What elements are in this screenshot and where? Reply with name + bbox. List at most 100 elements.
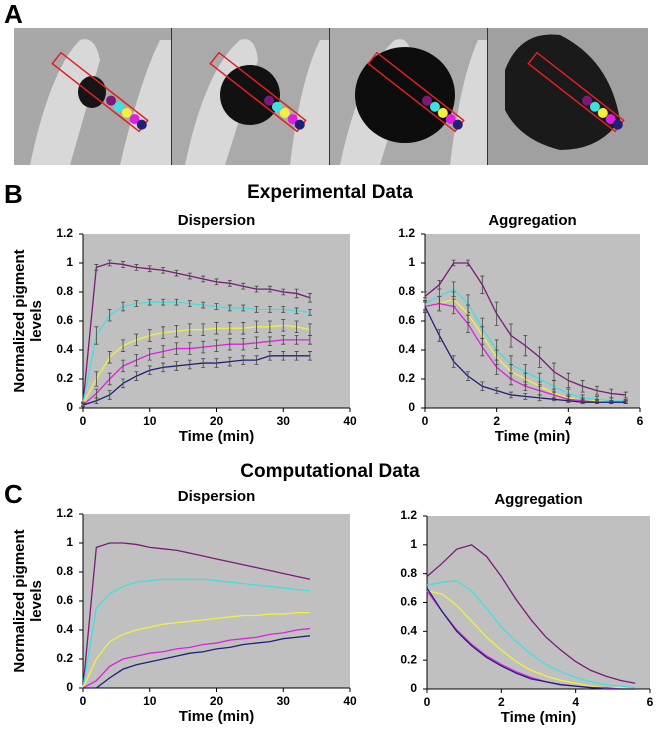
error-bar-stroke: [174, 324, 179, 338]
error-bar-stroke: [147, 329, 152, 342]
error-bar-stroke: [254, 336, 259, 349]
error-bar-stroke: [161, 298, 166, 306]
error-bar-stroke: [623, 400, 628, 405]
error-bar-stroke: [580, 380, 585, 393]
x-tick-label: 40: [343, 694, 357, 708]
y-axis-label: levels: [28, 300, 45, 342]
error-bar: [201, 275, 206, 283]
error-bar-stroke: [437, 329, 442, 342]
error-bar: [187, 300, 192, 307]
cell-shape: [185, 39, 329, 165]
error-bar: [161, 345, 166, 358]
x-axis-label: Time (min): [501, 709, 577, 726]
error-bar-stroke: [241, 338, 246, 351]
error-bar-stroke: [227, 356, 232, 367]
error-bar-stroke: [537, 346, 542, 368]
error-bar: [227, 338, 232, 351]
error-bar: [94, 397, 99, 405]
roi-dot: [136, 119, 147, 130]
error-bar: [134, 353, 139, 367]
roi-2: [209, 51, 307, 133]
x-tick-label: 10: [143, 414, 157, 428]
x-tick-label: 0: [422, 414, 429, 428]
roi-dot: [271, 101, 282, 112]
error-bar: [174, 361, 179, 371]
error-bar-stroke: [509, 372, 513, 386]
roi-dot: [287, 114, 298, 125]
series-line: [426, 587, 636, 690]
error-bar: [267, 285, 272, 293]
error-bar-stroke: [187, 300, 192, 307]
y-tick-label: 0.6: [398, 313, 415, 327]
error-bar-stroke: [121, 378, 126, 389]
error-bar: [281, 319, 286, 332]
error-bar-stroke: [107, 309, 112, 322]
y-tick-label: 0.4: [56, 622, 73, 636]
error-bar-stroke: [241, 304, 246, 312]
error-bar: [121, 301, 126, 312]
error-bar: [523, 335, 528, 357]
error-bar-stroke: [187, 272, 192, 280]
error-bar-stroke: [480, 275, 485, 294]
error-bar: [201, 358, 206, 368]
y-tick-label: 0: [66, 680, 73, 694]
roi-dot: [113, 101, 124, 112]
error-bar: [580, 380, 585, 393]
error-bar-stroke: [267, 306, 272, 313]
error-bar-stroke: [294, 307, 299, 315]
error-bar: [294, 320, 299, 333]
error-bar-stroke: [121, 261, 126, 268]
error-bar: [94, 326, 99, 345]
y-tick-label: 0.4: [56, 342, 73, 356]
error-bar-stroke: [161, 345, 166, 358]
error-bar-stroke: [267, 320, 272, 333]
error-bar-stroke: [134, 264, 139, 271]
error-bar: [509, 372, 513, 386]
x-tick-label: 30: [277, 694, 291, 708]
error-bar: [227, 322, 232, 335]
error-bar-stroke: [509, 391, 513, 399]
error-bar: [267, 320, 272, 333]
error-bar: [254, 355, 259, 365]
error-bar-stroke: [254, 355, 259, 365]
error-bar-stroke: [307, 351, 312, 361]
y-axis-label: Normalized pigment: [11, 529, 28, 672]
error-bar-stroke: [147, 298, 152, 306]
roi-dot: [121, 107, 132, 118]
error-bar: [147, 329, 152, 342]
error-bar: [107, 351, 112, 364]
y-tick-label: 1.2: [56, 226, 73, 240]
x-tick-label: 40: [343, 414, 357, 428]
error-bar-stroke: [214, 303, 219, 310]
error-bar: [509, 323, 513, 348]
roi-4: [527, 51, 625, 133]
roi-dot: [582, 95, 593, 106]
y-tick-label: 0.8: [56, 564, 73, 578]
y-tick-label: 0.6: [56, 313, 73, 327]
error-bar: [134, 264, 139, 271]
error-bar-stroke: [294, 288, 299, 299]
error-bar: [267, 351, 272, 361]
error-bar: [147, 365, 152, 376]
error-bar: [121, 339, 126, 352]
error-bar: [466, 314, 470, 333]
error-bar-stroke: [121, 301, 126, 312]
error-bar: [161, 362, 166, 373]
error-bar: [107, 372, 112, 386]
series-line: [426, 590, 636, 690]
error-bar: [187, 323, 192, 336]
roi-dot: [129, 114, 140, 125]
error-bar: [294, 307, 299, 315]
roi-dot: [612, 119, 623, 130]
roi-dot: [429, 101, 440, 112]
roi-dot: [279, 107, 290, 118]
error-bar-stroke: [107, 351, 112, 364]
y-tick-label: 0.4: [400, 624, 417, 638]
error-bar: [623, 400, 628, 405]
y-tick-label: 1.2: [400, 508, 417, 522]
error-bar-stroke: [509, 323, 513, 348]
error-bar: [107, 390, 112, 400]
error-bar-stroke: [174, 269, 179, 277]
series-line: [82, 339, 310, 406]
error-bar: [451, 355, 456, 368]
